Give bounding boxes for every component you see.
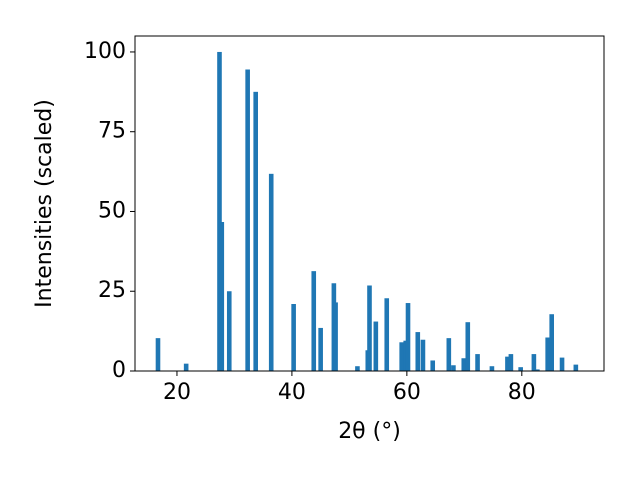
bar (311, 271, 317, 371)
bar (367, 285, 372, 371)
x-tick-label: 40 (278, 380, 306, 405)
x-tick-label: 80 (508, 380, 536, 405)
bar (505, 356, 510, 371)
y-tick-label: 50 (98, 198, 126, 223)
bar (226, 291, 232, 371)
axes-frame (134, 35, 605, 372)
y-axis-label: Intensities (scaled) (32, 99, 57, 308)
bar (535, 369, 540, 371)
bar (384, 298, 390, 371)
bar (518, 367, 523, 371)
y-tick-label: 75 (98, 119, 126, 144)
bar (399, 342, 404, 371)
bar (545, 337, 550, 371)
bar (373, 321, 379, 371)
bar (475, 354, 480, 371)
bar (183, 363, 189, 371)
bar (508, 354, 514, 371)
bar (217, 51, 222, 371)
bar (461, 358, 467, 371)
bar (355, 366, 360, 371)
y-tick-label: 100 (84, 39, 126, 64)
bar (489, 366, 495, 371)
bar (415, 332, 421, 371)
bar (291, 304, 296, 371)
x-tick-label: 20 (163, 380, 191, 405)
bar (405, 303, 411, 371)
bar (559, 357, 565, 371)
plot-area (155, 51, 579, 371)
bar (318, 327, 323, 371)
bar (465, 322, 471, 371)
bar (573, 364, 579, 371)
bar (155, 338, 161, 371)
bar (253, 91, 258, 371)
bar (451, 365, 456, 371)
bar (446, 338, 452, 371)
bar (333, 302, 338, 371)
y-tick-label: 0 (112, 358, 126, 383)
bar (549, 314, 554, 371)
bar (245, 69, 250, 371)
bar (219, 222, 225, 371)
bar (531, 354, 537, 371)
bar (430, 360, 436, 371)
bar (268, 173, 274, 371)
y-tick-label: 25 (98, 278, 126, 303)
x-tick-label: 60 (393, 380, 421, 405)
bar (420, 339, 426, 371)
x-axis-label: 2θ (°) (338, 419, 401, 444)
